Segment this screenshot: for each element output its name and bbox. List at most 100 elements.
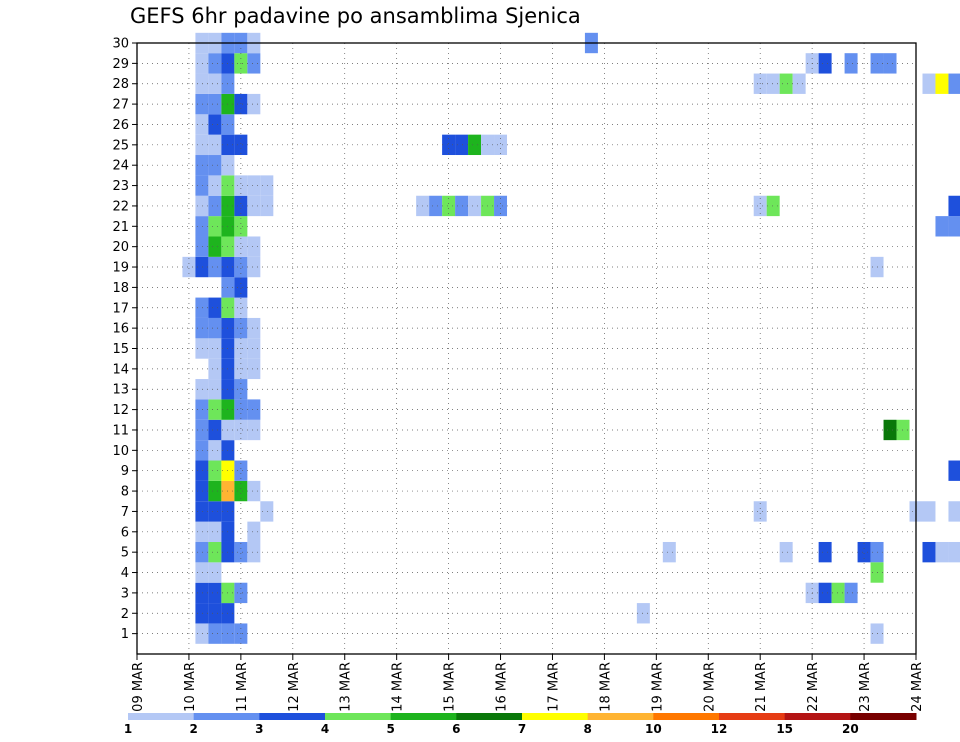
heatmap-cell [247, 53, 261, 74]
heatmap-cell [260, 175, 274, 196]
heatmap-cell [818, 53, 832, 74]
heatmap-cell [195, 460, 209, 481]
x-tick-label: 19 MAR [650, 662, 665, 712]
heatmap-cell [247, 175, 261, 196]
heatmap-cell [948, 73, 960, 94]
x-tick-label: 17 MAR [546, 662, 561, 712]
heatmap-cell [208, 623, 222, 644]
heatmap-cell [208, 460, 222, 481]
heatmap-cell [208, 53, 222, 74]
legend-swatch [259, 713, 326, 720]
x-tick-label: 13 MAR [339, 662, 354, 712]
heatmap-cell [195, 256, 209, 278]
heatmap-cell [260, 501, 274, 522]
heatmap-cell [208, 93, 222, 115]
heatmap-cell [234, 277, 248, 298]
legend-label: 5 [386, 722, 394, 736]
y-tick-label: 25 [112, 138, 129, 153]
y-tick-label: 23 [112, 179, 129, 194]
heatmap-cell [195, 93, 209, 115]
legend-swatch [390, 713, 457, 720]
heatmap-cell [818, 541, 832, 563]
y-tick-label: 5 [121, 546, 129, 561]
heatmap-cell [922, 501, 936, 522]
heatmap-cell [247, 93, 261, 115]
heatmap-cell [247, 317, 261, 339]
y-tick-label: 9 [121, 464, 129, 479]
x-tick-label: 21 MAR [754, 662, 769, 712]
y-tick-label: 22 [112, 199, 129, 214]
y-tick-label: 3 [121, 586, 129, 601]
heatmap-cell [948, 195, 960, 217]
heatmap-cell [208, 236, 222, 257]
heatmap-cell [208, 440, 222, 461]
heatmap-cell [247, 521, 261, 542]
heatmap-cell [208, 317, 222, 339]
heatmap-cell [857, 541, 871, 563]
heatmap-cell [844, 53, 858, 74]
legend-label: 8 [583, 722, 591, 736]
heatmap-cell [234, 134, 248, 156]
heatmap-cell [208, 216, 222, 237]
heatmap-cell [208, 195, 222, 217]
heatmap-cell [455, 134, 469, 156]
heatmap-cell [247, 541, 261, 563]
heatmap-cell [195, 195, 209, 217]
heatmap-cell [208, 134, 222, 156]
legend-label: 4 [321, 722, 329, 736]
heatmap-cell [636, 603, 650, 624]
heatmap-cell [922, 73, 936, 94]
x-tick-label: 22 MAR [806, 662, 821, 712]
heatmap-cell [195, 521, 209, 542]
heatmap-cell [766, 73, 780, 94]
y-tick-label: 4 [121, 566, 129, 581]
heatmap-cell [182, 256, 196, 278]
heatmap-cell [195, 582, 209, 604]
heatmap-cell [208, 175, 222, 196]
heatmap-cell [779, 541, 793, 563]
heatmap-cell [195, 73, 209, 94]
legend-label: 7 [518, 722, 526, 736]
heatmap-cell [195, 379, 209, 400]
y-tick-label: 18 [112, 281, 129, 296]
heatmap-cell [234, 175, 248, 196]
legend-label: 6 [452, 722, 460, 736]
heatmap-cell [208, 338, 222, 359]
heatmap-cell [208, 419, 222, 441]
heatmap-cell [208, 114, 222, 135]
heatmap-cell [195, 440, 209, 461]
x-tick-label: 16 MAR [495, 662, 510, 712]
heatmap-cell [234, 379, 248, 400]
heatmap-cell [234, 93, 248, 115]
heatmap-cell [766, 195, 780, 217]
x-tick-label: 09 MAR [131, 662, 146, 712]
legend-swatch [193, 713, 260, 720]
heatmap-cell [922, 541, 936, 563]
heatmap-cell [195, 603, 209, 624]
heatmap-cell [234, 297, 248, 318]
y-tick-label: 24 [112, 159, 129, 174]
heatmap-cell [195, 53, 209, 74]
legend-label: 2 [189, 722, 197, 736]
heatmap-cell [195, 297, 209, 318]
heatmap-cell [208, 256, 222, 278]
y-tick-label: 21 [112, 220, 129, 235]
y-tick-label: 6 [121, 525, 129, 540]
y-tick-label: 7 [121, 505, 129, 520]
legend-label: 15 [776, 722, 793, 736]
heatmap-cell [195, 623, 209, 644]
y-tick-label: 27 [112, 98, 129, 113]
heatmap-cell [234, 399, 248, 420]
heatmap-cell [247, 236, 261, 257]
heatmap-cell [195, 480, 209, 502]
heatmap-cell [247, 195, 261, 217]
heatmap-cell [195, 155, 209, 176]
legend-swatch [850, 713, 917, 720]
y-tick-label: 2 [121, 607, 129, 622]
heatmap-cell [234, 236, 248, 257]
heatmap-cell [948, 216, 960, 237]
heatmap-cell [429, 195, 443, 217]
heatmap-cell [208, 297, 222, 318]
heatmap-cell [662, 541, 676, 563]
